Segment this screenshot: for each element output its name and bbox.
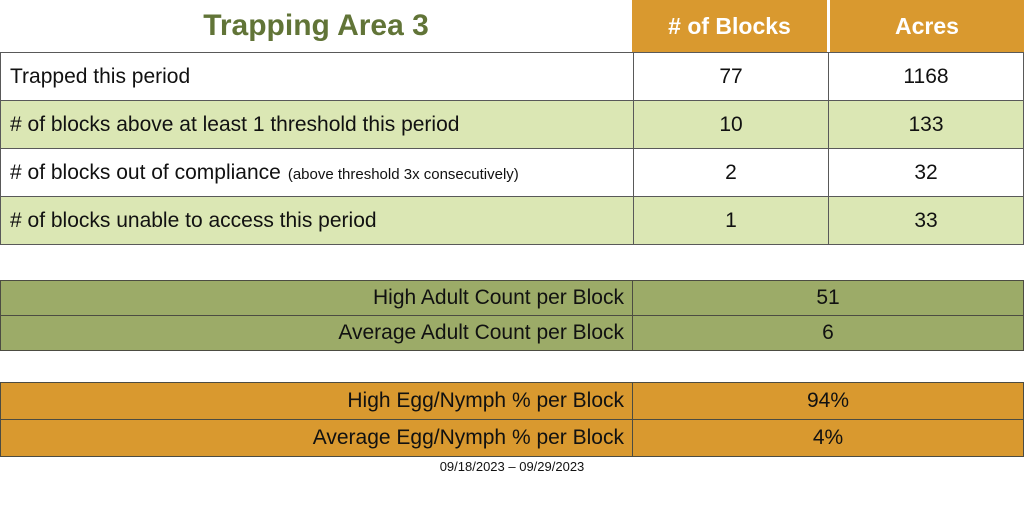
egg-nymph-table: High Egg/Nymph % per Block 94% Average E… — [0, 382, 1024, 457]
table-row-above-threshold: # of blocks above at least 1 threshold t… — [1, 101, 1023, 149]
acres-value: 133 — [828, 101, 1023, 148]
row-label: Average Adult Count per Block — [338, 321, 624, 344]
table-row-average-adult-count: Average Adult Count per Block 6 — [1, 316, 1023, 350]
blocks-value: 77 — [633, 53, 828, 100]
row-label-note: (above threshold 3x consecutively) — [287, 165, 519, 183]
row-value: 94% — [632, 383, 1023, 419]
row-label-text: Trapped this period — [10, 64, 191, 88]
acres-value: 33 — [828, 197, 1023, 244]
table-row-out-of-compliance: # of blocks out of compliance (above thr… — [1, 149, 1023, 197]
row-label: # of blocks above at least 1 threshold t… — [1, 113, 633, 137]
row-label: # of blocks out of compliance (above thr… — [1, 161, 633, 185]
main-table-body: Trapped this period 77 1168 # of blocks … — [0, 52, 1024, 245]
row-label: Trapped this period — [1, 65, 633, 89]
row-label-text: # of blocks above at least 1 threshold t… — [10, 112, 460, 136]
table-row-high-egg-nymph: High Egg/Nymph % per Block 94% — [1, 383, 1023, 420]
table-row-trapped: Trapped this period 77 1168 — [1, 53, 1023, 101]
adult-count-table: High Adult Count per Block 51 Average Ad… — [0, 280, 1024, 351]
date-range: 09/18/2023 – 09/29/2023 — [439, 459, 585, 474]
column-header-acres: Acres — [827, 0, 1024, 52]
row-label: High Egg/Nymph % per Block — [347, 389, 624, 412]
row-label: Average Egg/Nymph % per Block — [312, 426, 624, 449]
blocks-value: 2 — [633, 149, 828, 196]
acres-value: 1168 — [828, 53, 1023, 100]
page-title: Trapping Area 3 — [203, 9, 429, 42]
row-value: 6 — [632, 316, 1023, 350]
acres-value: 32 — [828, 149, 1023, 196]
row-value: 4% — [632, 420, 1023, 456]
blocks-value: 10 — [633, 101, 828, 148]
column-header-blocks: # of Blocks — [632, 0, 827, 52]
table-row-unable-to-access: # of blocks unable to access this period… — [1, 197, 1023, 244]
main-summary-table: Trapping Area 3 # of Blocks Acres Trappe… — [0, 0, 1024, 245]
row-label: # of blocks unable to access this period — [1, 209, 633, 233]
row-label: High Adult Count per Block — [373, 286, 624, 309]
table-row-high-adult-count: High Adult Count per Block 51 — [1, 281, 1023, 316]
row-label-text: # of blocks out of compliance — [10, 160, 281, 184]
row-label-text: # of blocks unable to access this period — [10, 208, 377, 232]
blocks-value: 1 — [633, 197, 828, 244]
row-value: 51 — [632, 281, 1023, 315]
main-table-header: Trapping Area 3 # of Blocks Acres — [0, 0, 1024, 52]
table-row-average-egg-nymph: Average Egg/Nymph % per Block 4% — [1, 420, 1023, 456]
